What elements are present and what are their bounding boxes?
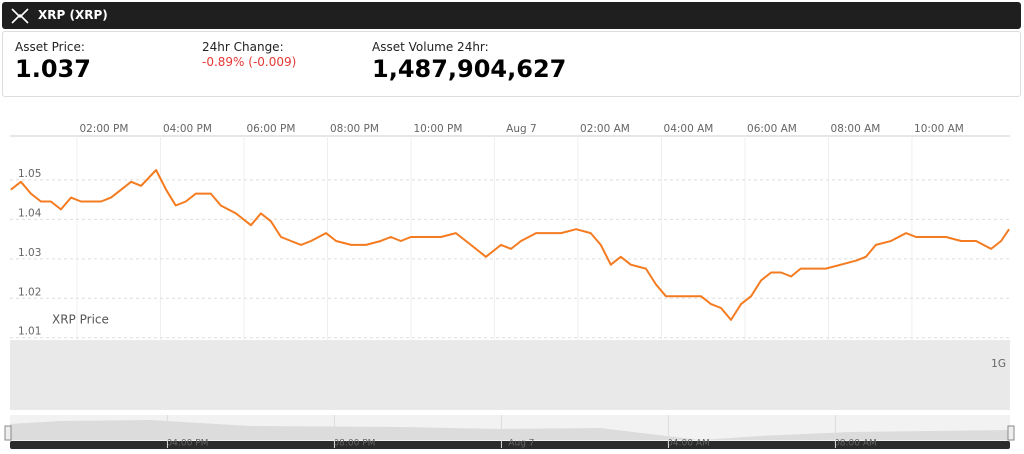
navigator-handle[interactable] (1007, 425, 1015, 441)
y-tick-label: 1.04 (18, 207, 42, 219)
volume-label: Asset Volume 24hr: (372, 40, 489, 54)
y-tick-label: 1.05 (18, 168, 41, 180)
x-tick-label: 10:00 AM (914, 123, 964, 135)
volume-area (10, 340, 1010, 410)
change-value: -0.89% (-0.009) (202, 55, 297, 69)
x-tick-label: 04:00 PM (163, 123, 212, 135)
x-tick-label: 06:00 AM (747, 123, 797, 135)
volume-stat: Asset Volume 24hr: 1,487,904,627 (372, 40, 566, 83)
change-label: 24hr Change: (202, 40, 284, 54)
price-line (10, 169, 1010, 321)
asset-title: XRP (XRP) (38, 8, 108, 22)
price-value: 1.037 (15, 55, 91, 83)
x-tick-label: 06:00 PM (246, 123, 295, 135)
navigator-label: 08:00 AM (834, 439, 877, 449)
scrollbar[interactable] (10, 441, 1010, 449)
stats-panel: Asset Price: 1.037 24hr Change: -0.89% (… (2, 31, 1021, 97)
price-stat: Asset Price: 1.037 (15, 40, 91, 83)
x-tick-label: Aug 7 (506, 123, 537, 135)
y-tick-label: 1.03 (18, 247, 41, 259)
x-tick-label: 08:00 AM (831, 123, 881, 135)
x-tick-label: 10:00 PM (413, 123, 462, 135)
x-tick-label: 08:00 PM (330, 123, 379, 135)
x-tick-label: 02:00 PM (79, 123, 128, 135)
navigator-label: 04:00 AM (667, 439, 710, 449)
navigator-series (10, 420, 1010, 440)
navigator-label: 08:00 PM (333, 439, 375, 449)
price-label: Asset Price: (15, 40, 85, 54)
logo (11, 8, 29, 24)
x-tick-label: 02:00 AM (580, 123, 630, 135)
navigator-label: 04:00 PM (166, 439, 208, 449)
change-stat: 24hr Change: -0.89% (-0.009) (202, 40, 296, 69)
volume-tick-label: 1G (991, 358, 1006, 370)
navigator-label: Aug 7 (508, 439, 534, 449)
navigator-handle[interactable] (4, 425, 12, 441)
y-tick-label: 1.02 (18, 286, 41, 298)
x-tick-label: 04:00 AM (664, 123, 714, 135)
series-label: XRP Price (52, 313, 109, 327)
volume-value: 1,487,904,627 (372, 55, 567, 83)
y-tick-label: 1.01 (18, 326, 41, 338)
title-bar: XRP (XRP) (2, 2, 1021, 29)
